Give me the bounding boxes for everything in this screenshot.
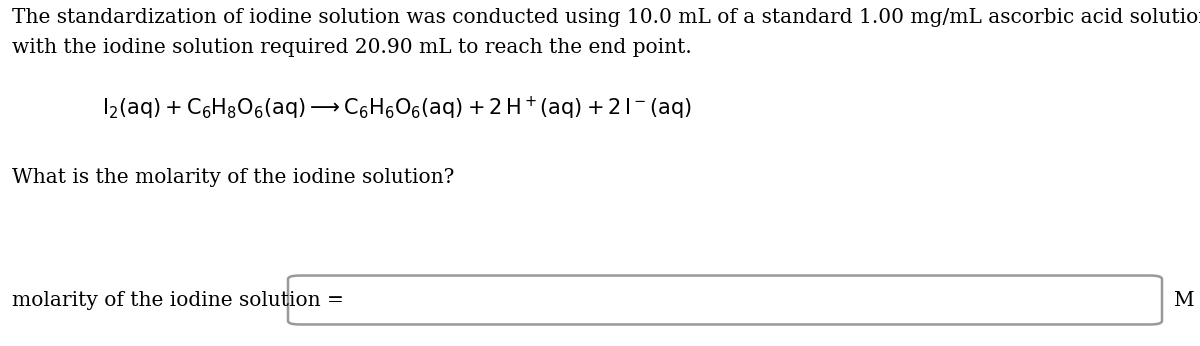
FancyBboxPatch shape [288, 275, 1162, 325]
Text: molarity of the iodine solution =: molarity of the iodine solution = [12, 291, 344, 310]
Text: $\mathrm{I_2(aq) + C_6H_8O_6(aq) \longrightarrow C_6H_6O_6(aq) + 2\,H^+(aq) + 2\: $\mathrm{I_2(aq) + C_6H_8O_6(aq) \longri… [102, 95, 692, 122]
Text: What is the molarity of the iodine solution?: What is the molarity of the iodine solut… [12, 168, 455, 187]
Text: M: M [1175, 291, 1195, 310]
Text: The standardization of iodine solution was conducted using 10.0 mL of a standard: The standardization of iodine solution w… [12, 8, 1200, 27]
Text: with the iodine solution required 20.90 mL to reach the end point.: with the iodine solution required 20.90 … [12, 38, 691, 57]
